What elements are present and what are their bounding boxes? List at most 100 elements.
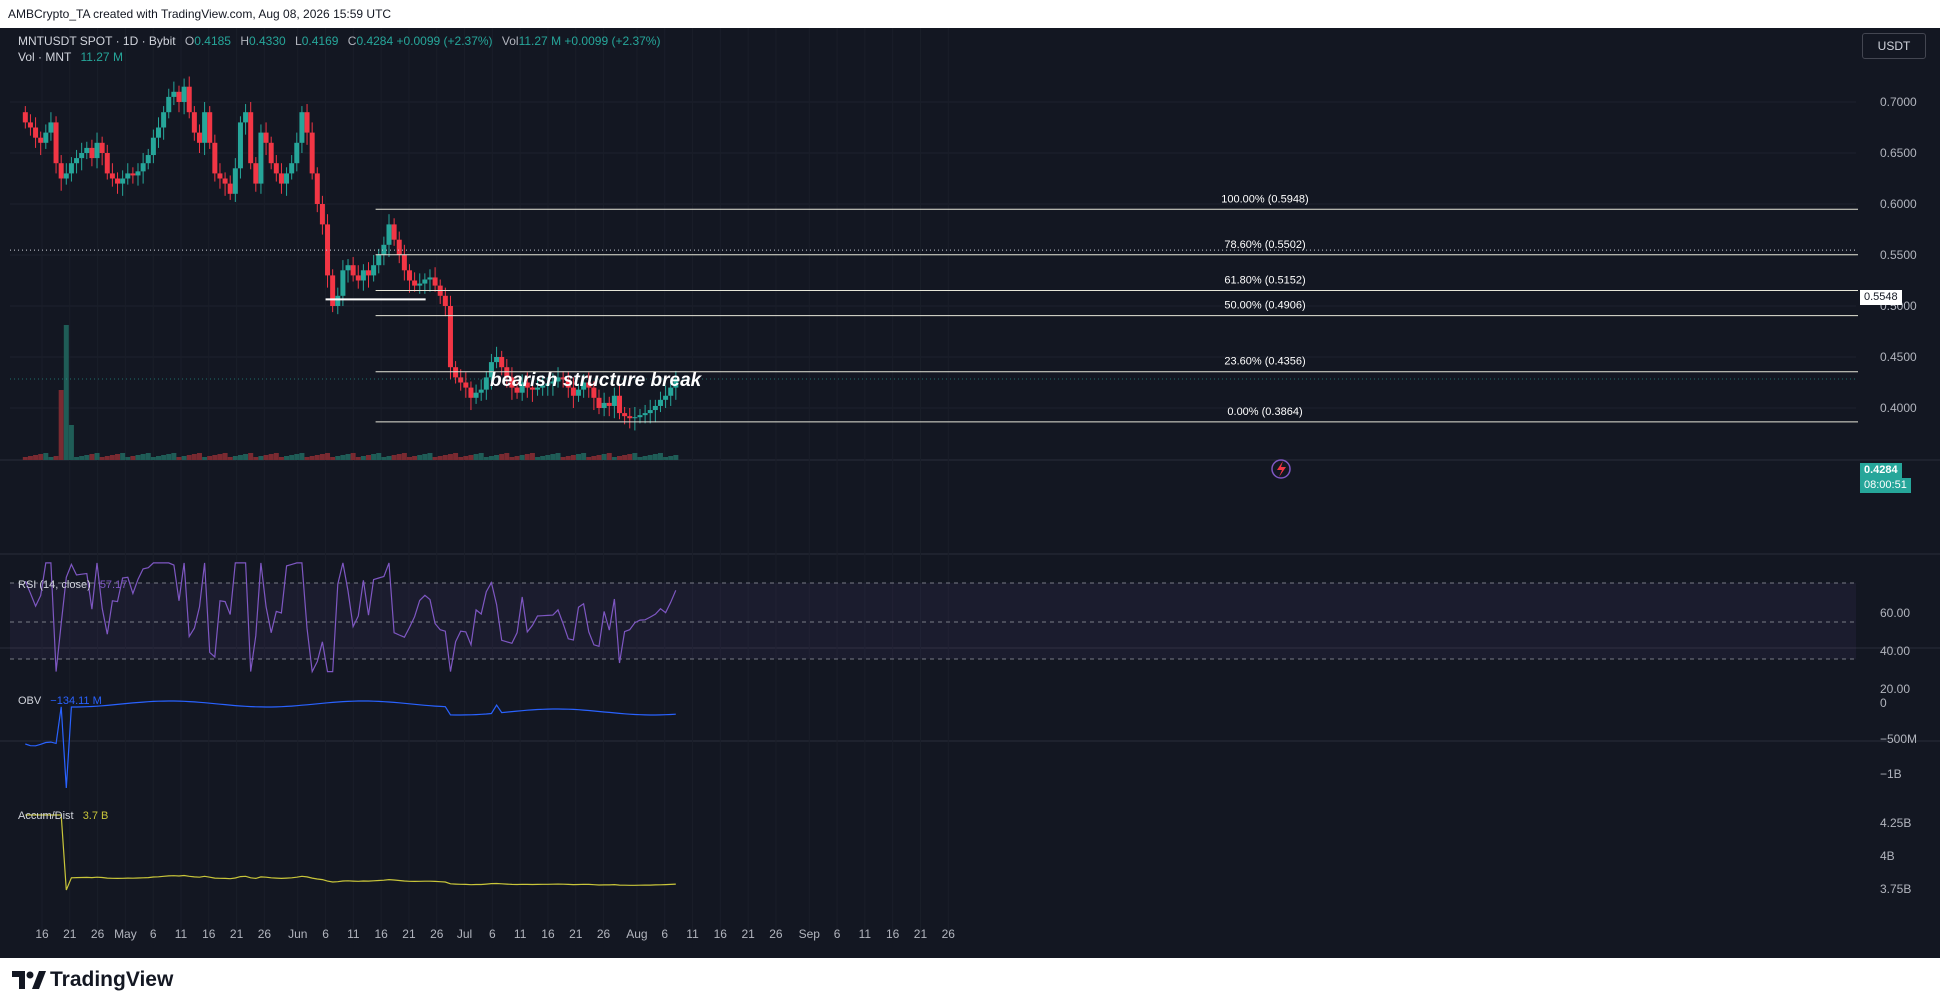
candle-body <box>125 173 131 179</box>
time-axis-label: 6 <box>834 927 841 941</box>
volume-bar <box>217 454 223 460</box>
rsi-axis-label: 20.00 <box>1880 682 1910 696</box>
volume-bar <box>535 457 541 460</box>
chart-area[interactable]: 0.4000 0.4500 0.5000 0.5500 0.6000 0.6500 0.70… <box>0 28 1940 958</box>
candle-body <box>627 416 633 419</box>
candle-body <box>535 387 541 390</box>
volume-bar <box>371 454 377 460</box>
volume-bar <box>299 453 305 460</box>
price-axis-label: 0.7000 <box>1880 95 1917 109</box>
candle-body <box>576 389 582 396</box>
volume-bar <box>606 453 612 460</box>
obv-axis-label: 0 <box>1880 696 1887 710</box>
lightning-event-icon <box>1271 459 1291 479</box>
volume-bar <box>314 455 320 460</box>
candle-body <box>632 417 638 419</box>
volume-bar <box>74 457 80 460</box>
candle-body <box>284 173 290 184</box>
candle-body <box>145 155 151 164</box>
candle-body <box>488 362 494 378</box>
volume-bar <box>458 457 464 460</box>
volume-bar <box>463 456 469 460</box>
candle-body <box>396 239 402 255</box>
dotted-level-price-tag: 0.5548 <box>1860 290 1902 305</box>
volume-bar <box>376 453 382 460</box>
candle-body <box>99 142 105 153</box>
volume-bar <box>248 453 254 460</box>
chart-canvas[interactable]: 0.40000.45000.50000.55000.60000.65000.70… <box>0 28 1940 958</box>
volume-bar <box>565 456 571 460</box>
candle-body <box>447 306 453 368</box>
structure-break-annotation: bearish structure break <box>490 370 703 391</box>
volume-bar <box>668 456 674 460</box>
volume-bar <box>576 454 582 460</box>
volume-bar <box>319 454 325 460</box>
vol-value: 11.27 M <box>518 34 562 48</box>
ad-label[interactable]: Accum/Dist <box>18 810 74 822</box>
fib-level-label: 0.00% (0.3864) <box>1227 406 1302 418</box>
volume-bar <box>125 457 131 460</box>
vol-row-label[interactable]: Vol · MNT <box>18 50 72 64</box>
candle-body <box>601 402 607 408</box>
time-axis-label: 11 <box>175 927 188 941</box>
fib-level-label: 61.80% (0.5152) <box>1224 274 1305 286</box>
candle-body <box>43 132 49 143</box>
volume-bar <box>524 454 530 460</box>
candle-body <box>514 387 520 393</box>
volume-bar <box>38 454 44 460</box>
volume-bar <box>27 456 33 460</box>
symbol-name[interactable]: MNTUSDT SPOT · 1D · Bybit <box>18 34 176 48</box>
volume-bar <box>263 455 269 460</box>
time-axis-label: 26 <box>597 927 611 941</box>
volume-bar <box>514 456 520 460</box>
candle-body <box>524 382 530 388</box>
time-axis-label: 16 <box>541 927 555 941</box>
candle-body <box>109 173 115 179</box>
candle-body <box>84 147 90 153</box>
price-axis-label: 0.4000 <box>1880 401 1917 415</box>
rsi-legend: RSI (14, close) 57.17 <box>18 579 127 591</box>
volume-bar <box>58 390 64 460</box>
volume-bar <box>560 457 566 460</box>
time-axis-label: Sep <box>799 927 821 941</box>
candle-body <box>258 132 264 184</box>
obv-label[interactable]: OBV <box>18 695 42 707</box>
fib-level-label: 50.00% (0.4906) <box>1224 300 1305 312</box>
obv-axis-label: −500M <box>1880 732 1917 746</box>
candle-body <box>120 178 126 184</box>
volume-bar <box>212 455 218 460</box>
candle-body <box>606 402 612 406</box>
time-axis-label: 6 <box>150 927 157 941</box>
candle-body <box>48 122 54 133</box>
tradingview-brand[interactable]: TradingView <box>12 968 173 992</box>
time-axis-label: 21 <box>230 927 244 941</box>
candle-body <box>550 381 556 384</box>
volume-bar <box>647 455 653 460</box>
candle-body <box>611 395 617 406</box>
candle-body <box>74 158 80 164</box>
rsi-label[interactable]: RSI (14, close) <box>18 579 91 591</box>
candle-body <box>478 389 484 393</box>
volume-bar <box>166 454 172 460</box>
currency-button[interactable]: USDT <box>1862 33 1926 59</box>
volume-bar <box>68 425 74 460</box>
volume-bar <box>488 456 494 460</box>
ad-axis-label: 4B <box>1880 849 1895 863</box>
candle-body <box>299 112 305 143</box>
candle-body <box>115 178 121 184</box>
candle-body <box>155 127 161 138</box>
candle-body <box>647 410 653 414</box>
high-label: H <box>240 34 249 48</box>
candle-body <box>222 178 228 184</box>
volume-bar <box>253 457 259 460</box>
volume-bar <box>545 455 551 460</box>
volume-bar <box>330 457 336 460</box>
candle-body <box>509 377 515 388</box>
candle-body <box>442 295 448 306</box>
volume-bar <box>601 454 607 460</box>
volume-bar <box>278 457 284 460</box>
volume-bar <box>499 454 505 460</box>
volume-bar <box>396 454 402 460</box>
volume-bar <box>243 454 249 460</box>
